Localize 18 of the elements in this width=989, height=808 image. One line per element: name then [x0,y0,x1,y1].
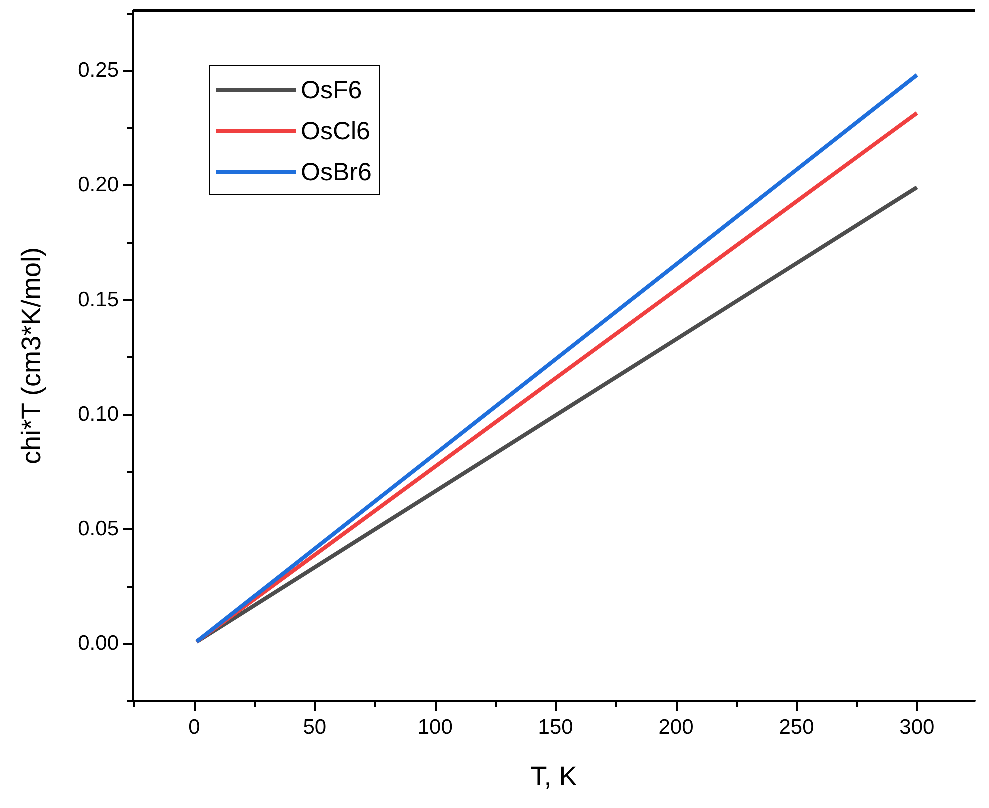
x-tick-label: 100 [418,716,453,739]
x-tick-label: 0 [188,716,200,739]
x-tick-label: 150 [538,716,574,739]
y-tick-label: 0.15 [78,288,119,312]
y-tick-label: 0.25 [78,59,119,82]
x-tick-label: 250 [779,716,814,739]
legend-label: OsF6 [301,76,362,104]
y-tick-label: 0.05 [78,518,119,541]
x-tick-label: 50 [303,716,327,739]
legend-label: OsCl6 [301,118,370,146]
x-tick-label: 200 [658,716,694,739]
y-tick-label: 0.10 [78,402,119,426]
legend-label: OsBr6 [301,158,372,186]
x-axis-title: T, K [530,762,578,792]
x-tick-label: 300 [900,716,935,739]
y-axis-title: chi*T (cm3*K/mol) [16,247,46,465]
y-tick-label: 0.20 [78,174,119,197]
y-tick-label: 0.00 [78,632,119,656]
